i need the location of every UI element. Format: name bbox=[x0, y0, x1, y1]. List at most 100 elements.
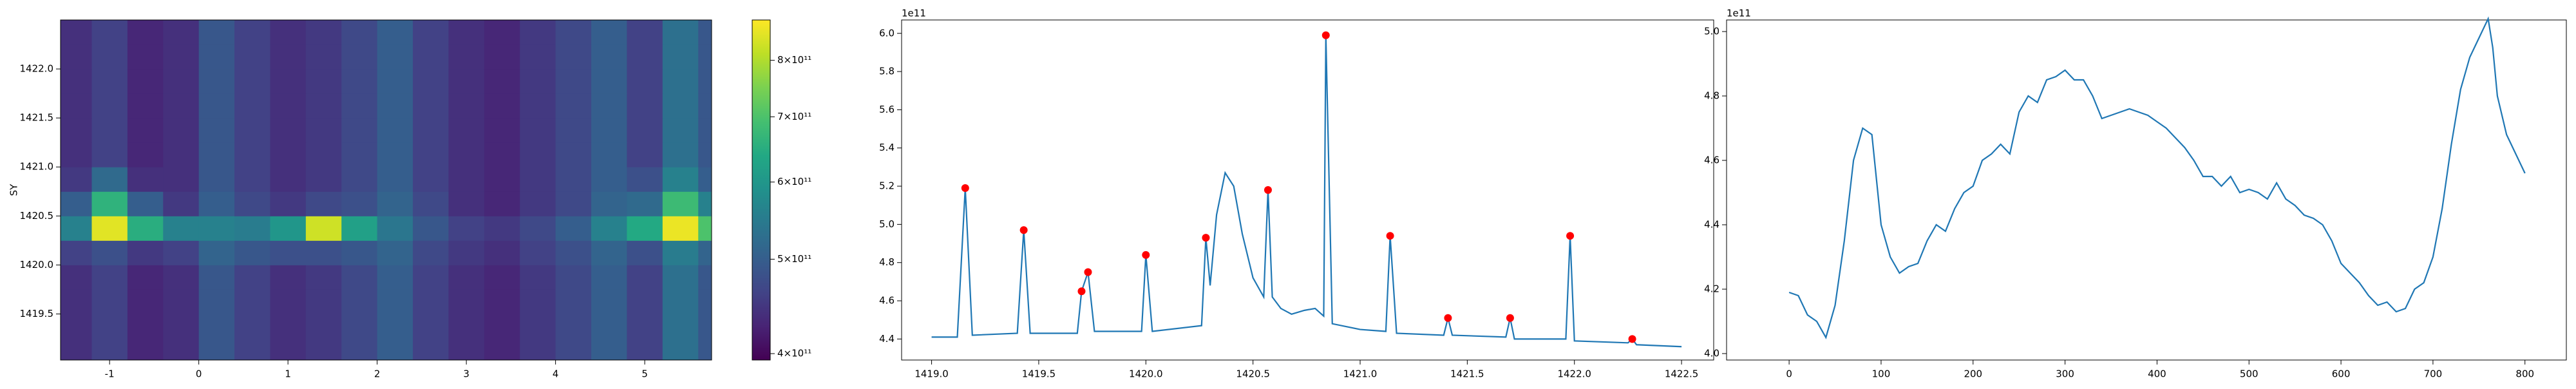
heatmap-cell bbox=[198, 142, 235, 167]
heatmap-cell bbox=[555, 240, 592, 265]
x-tick-label: 500 bbox=[2240, 368, 2259, 380]
x-tick-label: 400 bbox=[2148, 368, 2166, 380]
heatmap-cell bbox=[484, 338, 520, 360]
heatmap-cell bbox=[448, 44, 485, 70]
heatmap-cell bbox=[234, 289, 270, 314]
heatmap-cell bbox=[234, 167, 270, 192]
heatmap-cell bbox=[662, 191, 699, 216]
heatmap-cell bbox=[413, 44, 449, 70]
heatmap-cell bbox=[341, 265, 378, 290]
heatmap-cell bbox=[377, 69, 413, 94]
heatmap-cell bbox=[305, 44, 342, 70]
heatmap-cell bbox=[198, 289, 235, 314]
x-tick-label: 0 bbox=[196, 368, 202, 380]
heatmap-cell bbox=[591, 20, 627, 45]
heatmap-cell bbox=[484, 216, 520, 241]
heatmap-cell bbox=[627, 142, 663, 167]
heatmap-cell bbox=[555, 289, 592, 314]
x-tick-label: 4 bbox=[553, 368, 559, 380]
heatmap-cell bbox=[591, 191, 627, 216]
heatmap-cell bbox=[163, 167, 200, 192]
heatmap-cell bbox=[591, 167, 627, 192]
heatmap-cell bbox=[270, 93, 307, 119]
heatmap-cell bbox=[627, 191, 663, 216]
y-tick-label: 1419.5 bbox=[20, 308, 54, 319]
heatmap-cell bbox=[484, 20, 520, 45]
colorbar-tick-label: 4×10¹¹ bbox=[777, 348, 811, 359]
heatmap-cell bbox=[698, 118, 712, 143]
heatmap-cell bbox=[341, 191, 378, 216]
heatmap-cell bbox=[305, 240, 342, 265]
heatmap-cell bbox=[127, 314, 164, 339]
heatmap-cell bbox=[234, 240, 270, 265]
heatmap-cell bbox=[662, 240, 699, 265]
heatmap-cell bbox=[591, 118, 627, 143]
heatmap-cell bbox=[198, 118, 235, 143]
heatmap-cell bbox=[698, 44, 712, 70]
heatmap-cell bbox=[305, 167, 342, 192]
heatmap-cell bbox=[662, 69, 699, 94]
y-tick-label: 5.0 bbox=[1704, 26, 1719, 37]
heatmap-cell bbox=[163, 20, 200, 45]
heatmap-cell bbox=[270, 289, 307, 314]
heatmap-cell bbox=[448, 216, 485, 241]
x-tick-label: 300 bbox=[2056, 368, 2074, 380]
x-tick-label: 1422.5 bbox=[1665, 368, 1699, 380]
heatmap-cell bbox=[698, 338, 712, 360]
heatmap-cell bbox=[698, 289, 712, 314]
heatmap-cell bbox=[198, 191, 235, 216]
heatmap-cell bbox=[377, 265, 413, 290]
heatmap-cell bbox=[662, 93, 699, 119]
y-tick-label: 1420.5 bbox=[20, 210, 54, 222]
heatmap-cell bbox=[234, 216, 270, 241]
heatmap-cell bbox=[662, 20, 699, 45]
heatmap-cell bbox=[91, 69, 128, 94]
heatmap-cell bbox=[127, 69, 164, 94]
heatmap-cell bbox=[163, 142, 200, 167]
peak-marker bbox=[1628, 335, 1636, 343]
peak-marker bbox=[1386, 232, 1394, 240]
heatmap-cell bbox=[591, 142, 627, 167]
heatmap-cell bbox=[413, 191, 449, 216]
y-tick-label: 5.8 bbox=[879, 66, 895, 77]
heatmap-cell bbox=[61, 118, 92, 143]
heatmap-cell bbox=[555, 216, 592, 241]
heatmap-cell bbox=[91, 44, 128, 70]
heatmap-cell bbox=[341, 142, 378, 167]
x-tick-label: 1 bbox=[285, 368, 291, 380]
heatmap-cell bbox=[377, 314, 413, 339]
heatmap-cell bbox=[198, 216, 235, 241]
heatmap-cell bbox=[484, 314, 520, 339]
heatmap-cell bbox=[591, 314, 627, 339]
heatmap-cell bbox=[662, 265, 699, 290]
heatmap-cell bbox=[413, 314, 449, 339]
axes-frame bbox=[1726, 19, 2567, 361]
heatmap-cell bbox=[698, 142, 712, 167]
heatmap-cell bbox=[484, 191, 520, 216]
heatmap-cell bbox=[698, 20, 712, 45]
heatmap-cell bbox=[234, 191, 270, 216]
heatmap-cell bbox=[484, 69, 520, 94]
heatmap-cell bbox=[627, 20, 663, 45]
heatmap-cell bbox=[270, 20, 307, 45]
heatmap-cell bbox=[555, 93, 592, 119]
heatmap-cell bbox=[305, 142, 342, 167]
axes-frame bbox=[901, 19, 1714, 361]
heatmap-cell bbox=[591, 289, 627, 314]
colorbar-tick-label: 6×10¹¹ bbox=[777, 176, 811, 187]
heatmap-cell bbox=[413, 289, 449, 314]
heatmap-cell bbox=[520, 142, 556, 167]
heatmap-cell bbox=[662, 44, 699, 70]
heatmap-cell bbox=[270, 191, 307, 216]
heatmap-cell bbox=[698, 191, 712, 216]
y-tick-label: 1420.0 bbox=[20, 259, 54, 270]
heatmap-cell bbox=[341, 338, 378, 360]
heatmap-cell bbox=[698, 93, 712, 119]
heatmap-cell bbox=[91, 118, 128, 143]
heatmap-cell bbox=[520, 118, 556, 143]
heatmap-cell bbox=[127, 20, 164, 45]
heatmap-cell bbox=[341, 240, 378, 265]
x-tick-label: 1422.0 bbox=[1557, 368, 1591, 380]
y-tick-label: 4.8 bbox=[1704, 90, 1719, 102]
